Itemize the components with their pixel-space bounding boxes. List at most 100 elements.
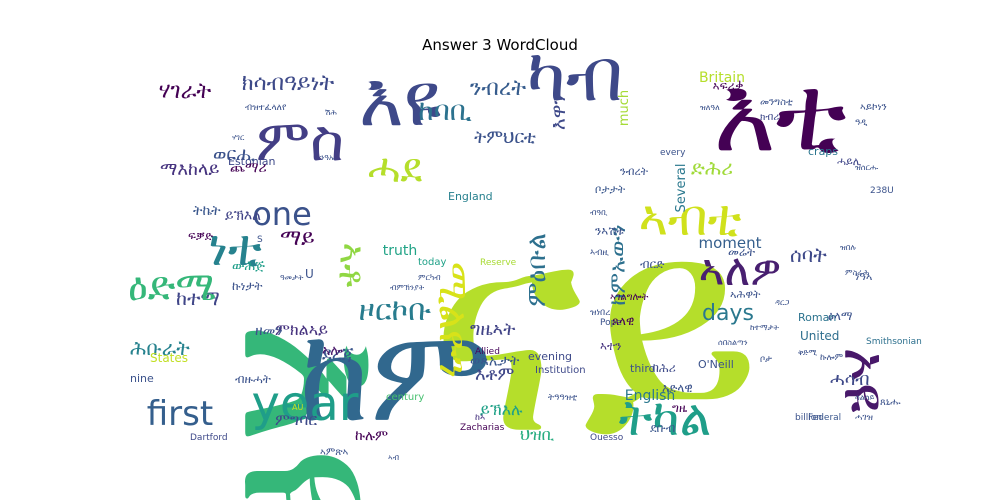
word-22: ኣፍሪቃ (713, 79, 744, 93)
word-46: ህዝቢ (520, 425, 555, 444)
word-92: ሰባት (790, 243, 827, 267)
word-63: craps (808, 145, 838, 158)
chart-title: Answer 3 WordCloud (422, 36, 578, 54)
word-41: ደረጃ (322, 344, 354, 365)
word-86: ብዙሓት (235, 372, 271, 386)
word-43: ወጻኢታት (470, 353, 520, 369)
word-31: ከምኡውን (606, 224, 631, 305)
word-104: ንብረት (620, 165, 649, 178)
word-52: evening (528, 350, 572, 363)
word-90: እድላዊ (662, 381, 693, 395)
word-59: today (418, 257, 447, 268)
word-76: ዕድሜ (128, 264, 216, 310)
word-106: ኣገልግሎት (610, 292, 649, 303)
word-122: ብምኽንያት (390, 283, 425, 292)
word-58: third (630, 362, 656, 375)
word-73: S (257, 235, 263, 245)
word-60: Pope (600, 318, 622, 328)
word-50: O'Neill (698, 358, 734, 371)
word-49: States (150, 351, 188, 365)
word-111: ሓገዝ (855, 413, 873, 423)
word-15: ዞርኮቡ (359, 293, 432, 328)
word-7: year (251, 376, 358, 432)
word-9: ኣብቲ (639, 189, 742, 247)
word-23: ድሕሪ (691, 156, 733, 180)
word-87: ሓሳብ (830, 369, 870, 390)
word-84: ምግባር (275, 410, 317, 429)
word-37: ከተማ (176, 286, 220, 310)
word-118: ከተማታት (750, 323, 780, 332)
word-61: Federal (808, 413, 841, 423)
word-128: ንኣሽቱ (595, 224, 625, 238)
word-98: ሓይሊ (837, 155, 862, 168)
word-121: ዓመታት (280, 273, 304, 282)
word-51: Roman (798, 311, 836, 324)
word-101: ቦታታት (595, 183, 626, 196)
word-82: ውሕጅ (232, 259, 265, 274)
word-8: ነቲ (208, 219, 262, 277)
word-33: moment (698, 234, 761, 252)
word-80: ይኽእል (225, 208, 261, 224)
word-94: ዕላማ (828, 309, 852, 323)
word-57: nine (130, 372, 154, 385)
word-67: Ouesso (590, 433, 624, 443)
word-132: ሳልሳይ (855, 393, 874, 402)
word-133: ዝለዓለ (700, 103, 720, 112)
word-103: ክብሪ (760, 112, 779, 123)
word-131: ቅድሚ (798, 348, 818, 357)
word-79: ትኬት (193, 203, 221, 219)
word-55: Zacharias (460, 423, 505, 433)
word-135: ምስራሕ (845, 268, 870, 277)
word-113: ኣብዚ (590, 248, 609, 258)
word-20: ሃገራት (159, 79, 212, 104)
word-89: ግዜ (672, 401, 688, 415)
word-71: AU (292, 403, 303, 412)
word-44: እቶም (475, 364, 514, 385)
word-53: Institution (535, 365, 586, 376)
word-36: ማይ (280, 226, 315, 251)
word-66: billion (795, 413, 822, 423)
word-38: ሕቡራት (130, 336, 190, 360)
word-119: ሰበስልጣን (718, 338, 748, 347)
word-6: ምስ (256, 106, 344, 174)
word-85: ኩሉም (355, 428, 388, 444)
word-5: ካብ (527, 33, 623, 117)
word-99: ኣሕዋት (730, 288, 761, 301)
word-48: United (800, 329, 839, 343)
word-77: ወርሒ (213, 144, 255, 165)
word-40: ዘመን (255, 323, 283, 339)
word-102: ኣምጽኣ (320, 447, 349, 458)
word-24: ትምህርቲ (474, 127, 536, 148)
word-134: ሽሕ (325, 108, 337, 117)
word-129: ትዓዓዝቲ (548, 393, 577, 403)
word-0: ናይ (429, 162, 761, 499)
word-10: ኣለዎ (699, 245, 782, 296)
word-30: ምዕቡል (522, 233, 552, 307)
word-45: ይኽእሉ (480, 400, 523, 419)
word-2: ከም (298, 299, 491, 451)
word-123: ኣብ (388, 453, 399, 462)
word-19: ንብረት (470, 76, 526, 101)
word-35: truth (383, 243, 417, 259)
word-70: England (448, 190, 493, 203)
word-110: ከኣ (475, 413, 485, 423)
word-114: ዝነበረ (590, 308, 610, 318)
word-124: ሃገር (232, 133, 245, 142)
word-93: ጸላዊ (612, 314, 634, 328)
word-97: ነዓኣ (855, 270, 872, 283)
word-34: English (625, 388, 676, 404)
word-27: much (617, 90, 632, 126)
word-25: እዋን (546, 94, 570, 130)
word-96: ብርድ (640, 257, 665, 271)
word-13: first (147, 394, 213, 434)
word-130: ዳርጋ (775, 298, 789, 307)
word-126: ዝበሉ (840, 243, 856, 252)
word-28: Several (674, 164, 689, 213)
word-74: U (305, 267, 314, 281)
word-125: ንዓኡ (320, 153, 335, 162)
word-3: እቲ (713, 53, 846, 175)
word-127: ብዓቢ (590, 208, 608, 217)
word-64: every (660, 148, 686, 158)
